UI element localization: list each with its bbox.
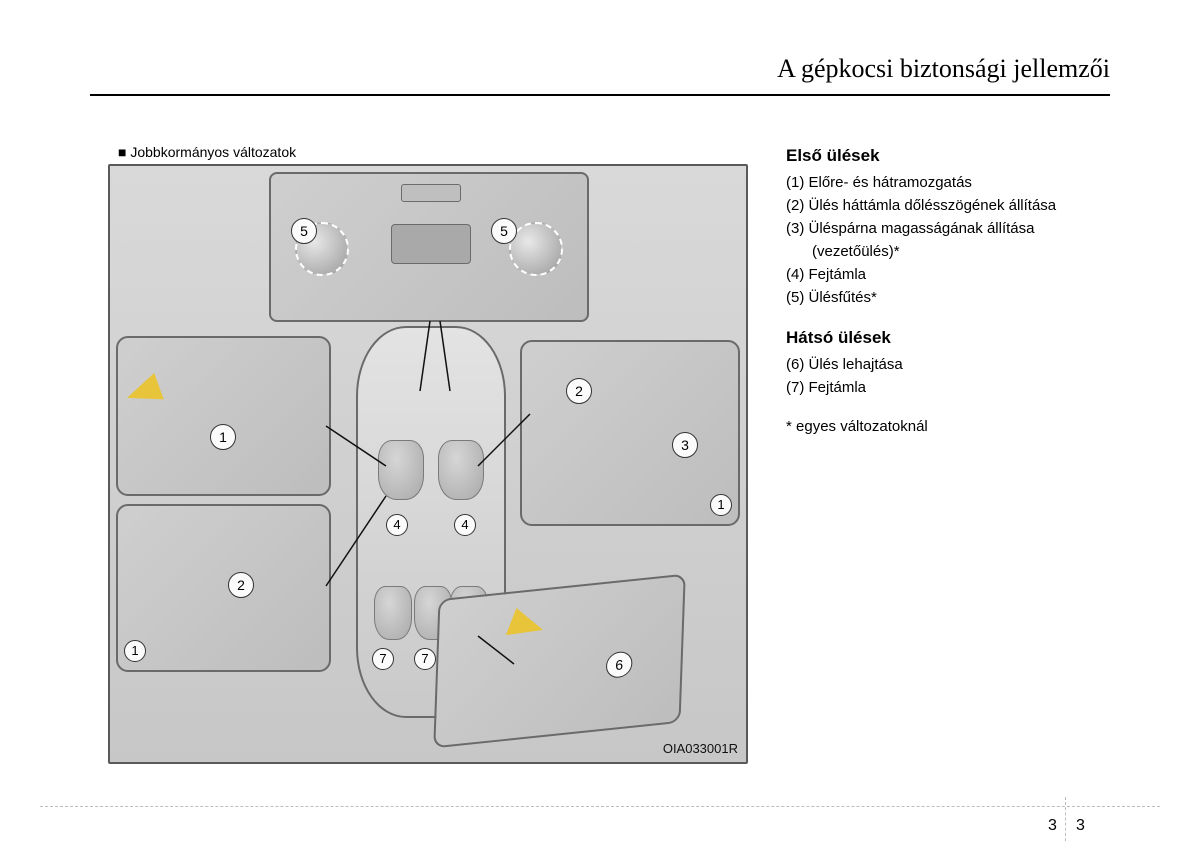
front-seats-heading: Első ülések [786,144,1110,168]
list-item: (7) Fejtámla [786,377,1110,398]
leader-lines [110,166,746,762]
rear-seats-heading: Hátsó ülések [786,326,1110,350]
page-number: 3 [1076,817,1085,835]
seat-diagram: 5 5 4 4 7 7 7 1 2 1 2 [108,164,748,764]
diagram-id: OIA033001R [663,741,738,756]
caption-text: Jobbkormányos változatok [130,144,296,160]
page-title: A gépkocsi biztonsági jellemzői [777,54,1110,84]
manual-page: A gépkocsi biztonsági jellemzői ■ Jobbko… [0,0,1200,861]
list-item: (6) Ülés lehajtása [786,354,1110,375]
header-rule [90,94,1110,96]
footnote: * egyes változatoknál [786,416,1110,437]
footer-divider [1065,797,1066,841]
list-item: (5) Ülésfűtés* [786,287,1110,308]
chapter-number: 3 [1048,817,1057,835]
caption-bullet: ■ [118,144,126,160]
list-item: (1) Előre- és hátramozgatás [786,172,1110,193]
list-item: (vezetőülés)* [786,241,1110,262]
list-item: (2) Ülés háttámla dőlésszögének állítása [786,195,1110,216]
footer-rule [40,806,1160,807]
diagram-caption: ■ Jobbkormányos változatok [118,144,296,160]
seat-legend: Első ülések (1) Előre- és hátramozgatás … [786,144,1110,439]
list-item: (3) Üléspárna magasságának állítása [786,218,1110,239]
list-item: (4) Fejtámla [786,264,1110,285]
